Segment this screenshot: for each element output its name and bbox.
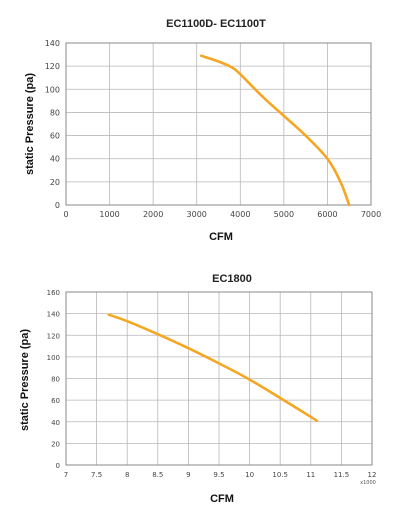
chart-title: EC1800 <box>212 273 252 285</box>
x-tick-label: 4000 <box>230 210 250 219</box>
x-tick-label: 9.5 <box>213 471 224 479</box>
x-tick-label: 7.5 <box>91 471 102 479</box>
series-line <box>199 54 351 207</box>
x-tick-label: 7 <box>64 471 68 479</box>
x-tick-label: 8.5 <box>152 471 163 479</box>
x-tick-label: 6000 <box>317 210 337 219</box>
x-tick-label: 9 <box>186 471 190 479</box>
y-tick-label: 80 <box>51 376 60 384</box>
x-axis-ticks: 0 1000 2000 3000 4000 5000 6000 7000 <box>63 210 381 219</box>
y-axis-ticks: 0 20 40 60 80 100 120 140 <box>45 39 60 210</box>
y-axis-label: static Pressure (pa) <box>19 329 31 431</box>
grid <box>65 42 372 206</box>
plot-frame <box>65 42 372 206</box>
x-tick-label: 11 <box>306 471 315 479</box>
x-tick-label: 11.5 <box>334 471 350 479</box>
y-tick-label: 100 <box>45 85 60 94</box>
x-tick-label: 10 <box>245 471 254 479</box>
chart-ec1800: EC1800 7 7.5 8 8.5 9 9.5 10 10.5 11 11.5 12 0 20 40 6… <box>19 273 376 505</box>
y-tick-label: 20 <box>51 440 60 448</box>
y-tick-label: 160 <box>47 289 60 297</box>
y-tick-label: 80 <box>50 108 60 117</box>
y-tick-label: 140 <box>45 39 60 48</box>
series-line <box>107 313 319 422</box>
x-tick-label: 8 <box>125 471 129 479</box>
y-tick-label: 120 <box>47 332 60 340</box>
y-tick-label: 60 <box>51 397 60 405</box>
x-axis-multiplier: x1000 <box>360 480 376 486</box>
x-tick-label: 3000 <box>187 210 207 219</box>
y-tick-label: 140 <box>47 311 60 319</box>
x-tick-label: 5000 <box>274 210 294 219</box>
x-tick-label: 2000 <box>143 210 163 219</box>
x-tick-label: 12 <box>368 471 377 479</box>
x-tick-label: 7000 <box>361 210 381 219</box>
y-tick-label: 20 <box>50 178 60 187</box>
y-axis-ticks: 0 20 40 60 80 100 120 140 160 <box>47 289 60 470</box>
y-tick-label: 60 <box>50 132 60 141</box>
x-tick-label: 0 <box>63 210 68 219</box>
y-tick-label: 40 <box>50 155 60 164</box>
y-tick-label: 0 <box>55 201 60 210</box>
x-axis-ticks: 7 7.5 8 8.5 9 9.5 10 10.5 11 11.5 12 <box>64 471 377 479</box>
x-tick-label: 10.5 <box>272 471 288 479</box>
y-axis-label: static Pressure (pa) <box>24 73 36 175</box>
x-axis-label: CFM <box>210 493 234 505</box>
plot-frame <box>65 291 373 466</box>
y-tick-label: 0 <box>56 462 60 470</box>
y-tick-label: 40 <box>51 419 60 427</box>
chart-title: EC1100D- EC1100T <box>166 18 266 30</box>
y-tick-label: 100 <box>47 354 60 362</box>
y-tick-label: 120 <box>45 62 60 71</box>
x-tick-label: 1000 <box>99 210 119 219</box>
x-axis-label: CFM <box>209 231 233 243</box>
grid <box>65 291 373 466</box>
chart-ec1100: EC1100D- EC1100T 0 1000 2000 3000 4000 5000 60… <box>24 18 381 243</box>
